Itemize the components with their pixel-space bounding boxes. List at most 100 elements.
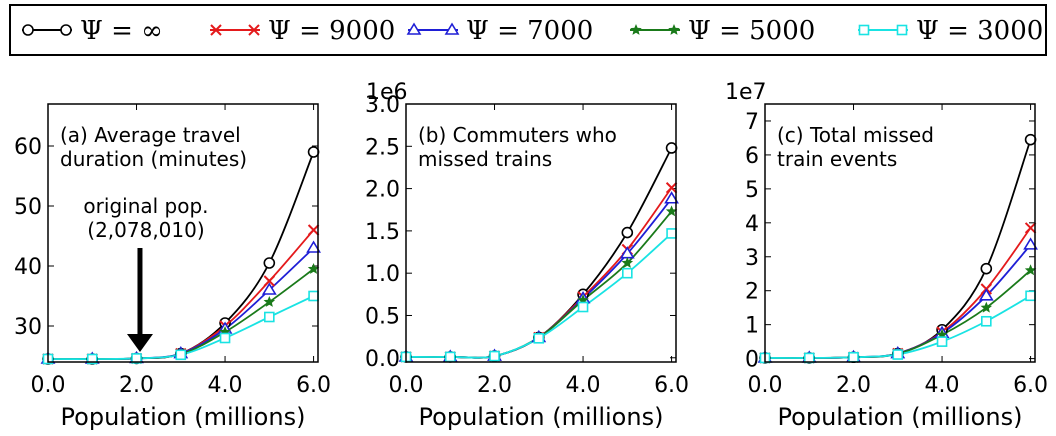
arrow-note-text: (2,078,010) bbox=[87, 218, 204, 242]
legend-entry: Ψ = ∞ bbox=[22, 16, 163, 46]
legend-label: Ψ = 7000 bbox=[466, 16, 593, 46]
y-tick-label: 3 bbox=[745, 246, 759, 271]
legend-entry: Ψ = 7000 bbox=[406, 16, 593, 46]
y-tick-label: 50 bbox=[14, 195, 42, 220]
series-line bbox=[47, 151, 315, 360]
data-point bbox=[1023, 237, 1038, 250]
legend-marker bbox=[22, 24, 34, 36]
plot-frame bbox=[47, 103, 319, 363]
legend-label: Ψ = ∞ bbox=[80, 16, 163, 46]
plot-frame bbox=[405, 103, 677, 363]
data-point bbox=[308, 290, 319, 302]
y-tick-label: 60 bbox=[14, 135, 42, 160]
x-tick-label: 2.0 bbox=[836, 373, 871, 398]
legend-marker bbox=[406, 22, 422, 35]
panel-annotation: missed trains bbox=[418, 147, 552, 171]
x-tick-label: 6.0 bbox=[654, 373, 689, 398]
data-point bbox=[622, 267, 633, 279]
y-tick-label: 0 bbox=[745, 348, 759, 373]
data-point bbox=[261, 282, 277, 295]
data-point bbox=[307, 224, 320, 236]
series-line bbox=[764, 244, 1032, 359]
legend-entry: Ψ = 3000 bbox=[858, 16, 1043, 46]
data-point bbox=[263, 257, 276, 269]
x-tick-label: 0.0 bbox=[389, 373, 424, 398]
x-tick-label: 4.0 bbox=[566, 373, 601, 398]
legend-label: Ψ = 3000 bbox=[916, 16, 1043, 46]
data-point bbox=[306, 240, 321, 253]
data-point bbox=[981, 315, 992, 327]
data-point bbox=[263, 295, 276, 307]
panel-annotation: (c) Total missed bbox=[777, 123, 934, 147]
y-tick-label: 30 bbox=[14, 315, 42, 340]
data-point bbox=[175, 349, 187, 361]
legend-entry: Ψ = 5000 bbox=[630, 16, 815, 46]
data-point bbox=[533, 333, 545, 344]
data-point bbox=[307, 146, 320, 158]
y-tick-label: 40 bbox=[14, 255, 42, 280]
x-tick-label: 2.0 bbox=[119, 373, 154, 398]
panel-annotation: (b) Commuters who bbox=[418, 123, 617, 147]
legend-marker bbox=[444, 22, 460, 35]
data-point bbox=[978, 288, 994, 301]
panel-annotation: duration (minutes) bbox=[60, 147, 247, 171]
data-point bbox=[444, 351, 456, 363]
x-tick-label: 0.0 bbox=[748, 373, 783, 398]
legend-marker bbox=[630, 23, 642, 35]
data-point bbox=[980, 301, 993, 313]
data-point bbox=[307, 262, 320, 274]
y-tick-label: 4 bbox=[745, 212, 759, 237]
data-point bbox=[892, 349, 904, 360]
legend-marker bbox=[248, 24, 260, 36]
legend-entry: Ψ = 9000 bbox=[210, 16, 395, 46]
data-point bbox=[803, 352, 815, 364]
x-tick-label: 0.0 bbox=[31, 373, 66, 398]
arrow-head bbox=[126, 334, 153, 352]
data-point bbox=[621, 256, 634, 268]
data-point bbox=[1025, 290, 1036, 302]
legend-label: Ψ = 9000 bbox=[268, 16, 395, 46]
data-point bbox=[1024, 133, 1037, 146]
legend: Ψ = ∞ Ψ = 9000 Ψ = 7000 Ψ = 5000 Ψ = 3000 bbox=[22, 16, 1043, 46]
data-point bbox=[666, 228, 677, 239]
y-tick-label: 1 bbox=[745, 314, 759, 339]
x-tick-label: 6.0 bbox=[1013, 373, 1048, 398]
data-point bbox=[665, 142, 678, 154]
data-point bbox=[664, 191, 679, 204]
legend-marker bbox=[668, 23, 680, 35]
panel-annotation: train events bbox=[777, 147, 897, 171]
data-point bbox=[489, 350, 500, 362]
y-tick-label: 6 bbox=[745, 144, 759, 169]
chart-panel: 0.0 2.0 4.0 6.0 30 40 50 60 Population (millions… bbox=[14, 103, 331, 431]
y-tick-label: 5 bbox=[745, 178, 759, 203]
legend-marker bbox=[896, 24, 908, 36]
data-point bbox=[264, 311, 275, 323]
arrow-note-text: original pop. bbox=[83, 194, 208, 218]
x-axis-label: Population (millions) bbox=[778, 403, 1023, 431]
y-exponent-label: 1e6 bbox=[366, 80, 408, 105]
y-tick-label: 2.5 bbox=[365, 135, 400, 160]
chart-panel: 0.0 2.0 4.0 6.0 0 1 2 3 4 5 6 7 1e7 Population (milli… bbox=[725, 80, 1048, 431]
data-point bbox=[1024, 264, 1037, 276]
y-tick-label: 2 bbox=[745, 280, 759, 305]
data-point bbox=[1024, 222, 1037, 234]
data-point bbox=[621, 226, 634, 239]
y-tick-label: 3.0 bbox=[365, 93, 400, 118]
data-point bbox=[577, 301, 589, 313]
data-point bbox=[263, 275, 276, 287]
y-tick-label: 0.5 bbox=[365, 304, 400, 329]
data-point bbox=[980, 262, 993, 275]
panel-annotation: (a) Average travel bbox=[60, 123, 241, 147]
legend-label: Ψ = 5000 bbox=[688, 16, 815, 46]
data-point bbox=[131, 353, 142, 364]
x-tick-label: 4.0 bbox=[208, 373, 243, 398]
x-axis-label: Population (millions) bbox=[61, 403, 306, 431]
legend-marker bbox=[210, 24, 222, 36]
y-tick-label: 0.0 bbox=[365, 347, 400, 372]
x-tick-label: 4.0 bbox=[925, 373, 960, 398]
data-point bbox=[86, 353, 98, 365]
x-axis-label: Population (millions) bbox=[419, 403, 664, 431]
y-tick-label: 2.0 bbox=[365, 178, 400, 203]
